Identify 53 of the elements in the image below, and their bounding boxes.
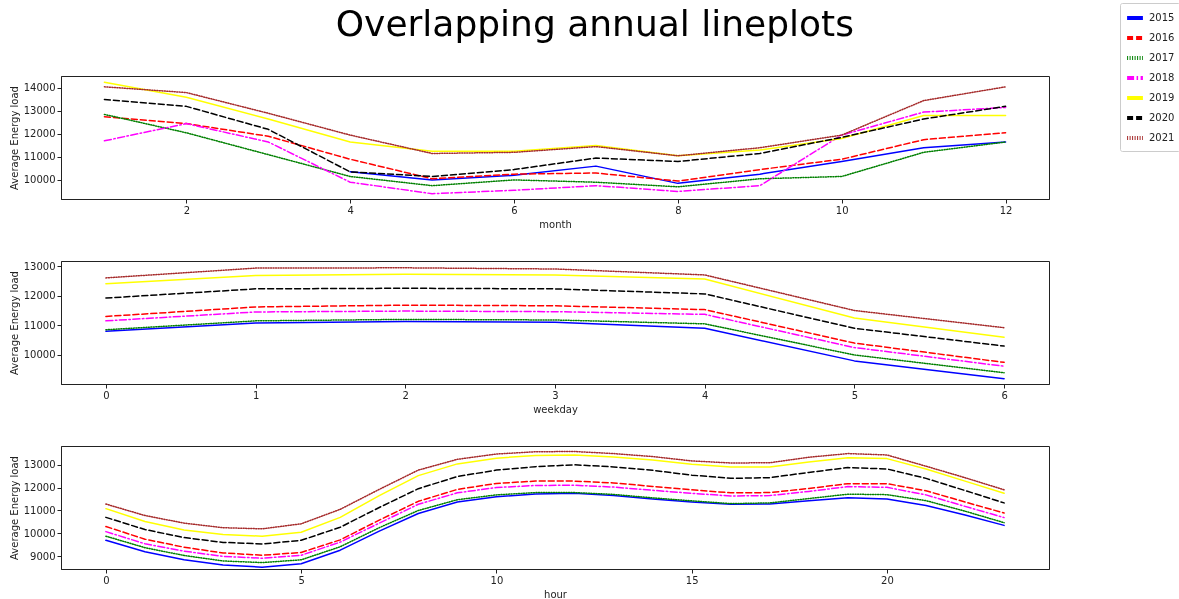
x-tick-label: 6 bbox=[511, 204, 518, 216]
y-tick-label: 10000 bbox=[23, 349, 56, 361]
x-tick-label: 3 bbox=[552, 389, 559, 401]
y-tick-label: 13000 bbox=[23, 459, 56, 471]
y-tick-label: 14000 bbox=[23, 82, 56, 94]
x-tick-label: 15 bbox=[685, 574, 699, 586]
legend-label: 2020 bbox=[1149, 112, 1175, 123]
legend-label: 2016 bbox=[1149, 32, 1175, 43]
x-tick-label: 4 bbox=[702, 389, 709, 401]
legend-label: 2018 bbox=[1149, 72, 1175, 83]
x-axis-title: weekday bbox=[533, 403, 578, 415]
y-axis-title: Average Energy load bbox=[8, 456, 20, 560]
x-tick-label: 4 bbox=[347, 204, 354, 216]
line-series bbox=[105, 464, 1005, 545]
line-series bbox=[103, 98, 1007, 178]
x-tick-label: 2 bbox=[183, 204, 191, 216]
chart-title: Overlapping annual lineplots bbox=[335, 3, 854, 44]
y-axis-title: Average Energy load bbox=[8, 86, 20, 190]
line-series bbox=[105, 267, 1005, 329]
x-tick-label: 5 bbox=[851, 389, 859, 401]
y-tick-label: 11000 bbox=[23, 151, 56, 163]
x-tick-label: 1 bbox=[252, 389, 260, 401]
x-tick-label: 0 bbox=[103, 574, 110, 586]
y-tick-label: 10000 bbox=[23, 527, 56, 539]
line-series bbox=[105, 273, 1005, 338]
legend-label: 2021 bbox=[1149, 132, 1175, 143]
line-series bbox=[103, 106, 1007, 195]
y-tick-label: 9000 bbox=[30, 550, 56, 562]
y-axis-title: Average Energy load bbox=[8, 271, 20, 375]
y-tick-label: 11000 bbox=[23, 504, 56, 516]
y-tick-label: 12000 bbox=[23, 128, 56, 140]
legend-label: 2019 bbox=[1149, 92, 1175, 103]
x-tick-label: 5 bbox=[298, 574, 305, 586]
x-tick-label: 6 bbox=[1001, 389, 1008, 401]
x-axis-title: hour bbox=[544, 588, 568, 599]
y-tick-label: 10000 bbox=[23, 174, 56, 186]
x-axis-title: month bbox=[539, 218, 572, 230]
legend-label: 2017 bbox=[1149, 52, 1175, 63]
x-tick-label: 12 bbox=[999, 204, 1013, 216]
y-tick-label: 13000 bbox=[23, 105, 56, 117]
x-tick-label: 10 bbox=[490, 574, 504, 586]
y-tick-label: 12000 bbox=[23, 482, 56, 494]
y-tick-label: 13000 bbox=[23, 260, 56, 272]
line-series bbox=[105, 287, 1005, 347]
x-tick-label: 10 bbox=[835, 204, 849, 216]
y-tick-label: 12000 bbox=[23, 290, 56, 302]
y-tick-label: 11000 bbox=[23, 319, 56, 331]
x-tick-label: 8 bbox=[675, 204, 682, 216]
legend-label: 2015 bbox=[1149, 12, 1175, 23]
x-tick-label: 0 bbox=[103, 389, 110, 401]
line-series bbox=[349, 141, 1007, 185]
x-tick-label: 2 bbox=[402, 389, 409, 401]
x-tick-label: 20 bbox=[881, 574, 894, 586]
